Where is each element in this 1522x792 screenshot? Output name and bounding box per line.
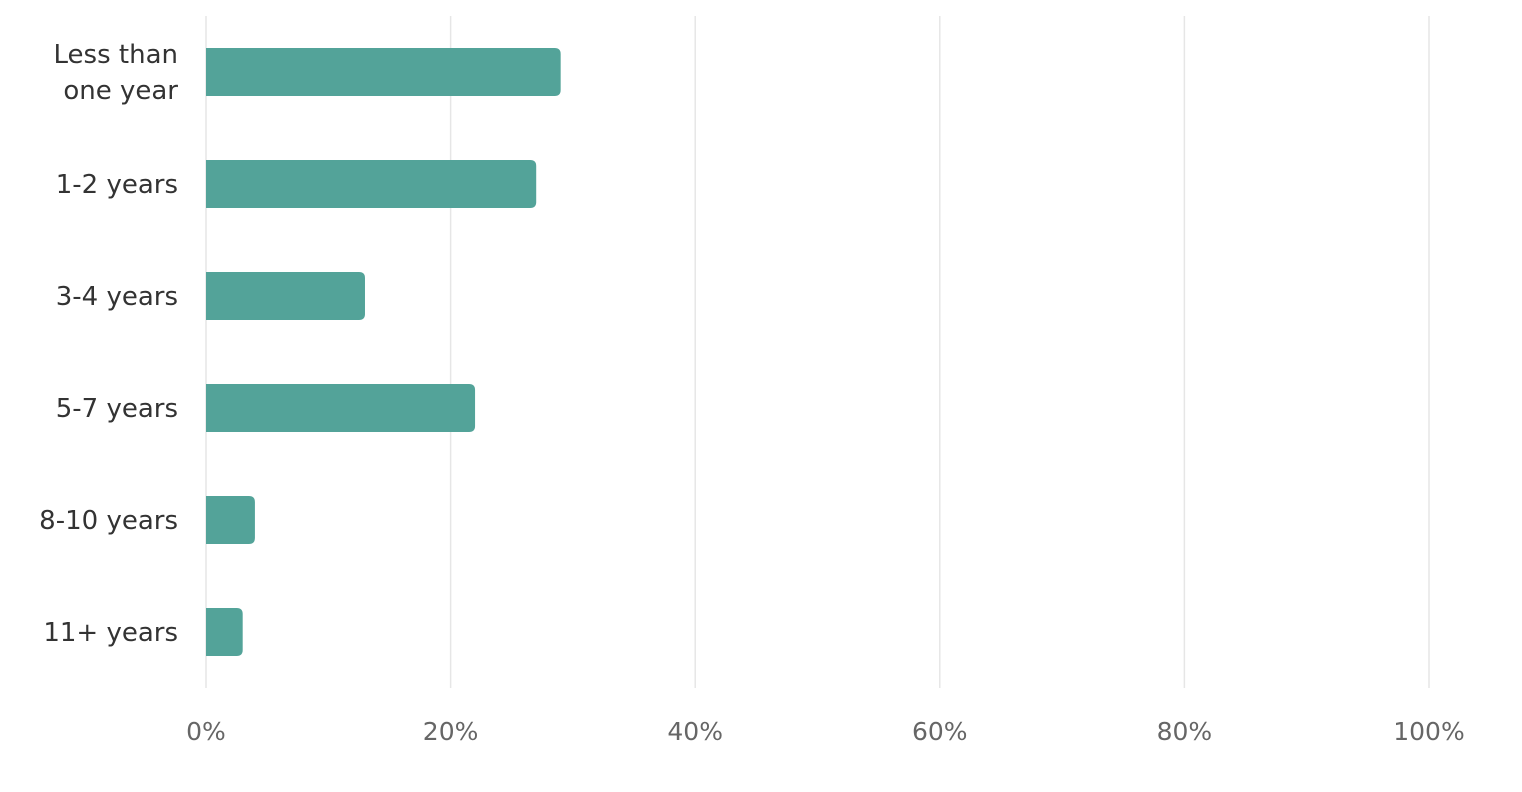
category-label-1: 1-2 years <box>56 170 178 200</box>
category-label-0: Less than one year <box>54 40 179 106</box>
bar-4 <box>206 496 255 544</box>
x-tick-label-1: 20% <box>423 717 479 746</box>
category-label-3: 5-7 years <box>56 394 178 424</box>
x-tick-label-5: 100% <box>1393 717 1464 746</box>
category-label-3-line-0: 5-7 years <box>56 394 178 424</box>
category-label-5-line-0: 11+ years <box>43 618 178 648</box>
category-label-2-line-0: 3-4 years <box>56 282 178 312</box>
category-label-0-line-0: Less than <box>54 40 178 70</box>
category-label-5: 11+ years <box>43 618 178 648</box>
bar-0 <box>206 48 561 96</box>
x-tick-label-2: 40% <box>667 717 723 746</box>
bar-2 <box>206 272 365 320</box>
category-label-1-line-0: 1-2 years <box>56 170 178 200</box>
x-tick-label-3: 60% <box>912 717 968 746</box>
bar-5 <box>206 608 243 656</box>
bar-1 <box>206 160 537 208</box>
category-label-4: 8-10 years <box>39 506 178 536</box>
grid-layer <box>205 16 1430 688</box>
x-tick-label-0: 0% <box>186 717 226 746</box>
category-label-0-line-1: one year <box>63 76 178 106</box>
x-axis-tick-labels: 0% 20% 40% 60% 80% 100% <box>186 717 1465 746</box>
x-tick-label-4: 80% <box>1157 717 1213 746</box>
bar-layer <box>206 48 561 656</box>
category-label-layer: Less than one year 1-2 years 3-4 years 5-7 y… <box>39 40 178 648</box>
bar-3 <box>206 384 476 432</box>
category-label-4-line-0: 8-10 years <box>39 506 178 536</box>
category-label-2: 3-4 years <box>56 282 178 312</box>
